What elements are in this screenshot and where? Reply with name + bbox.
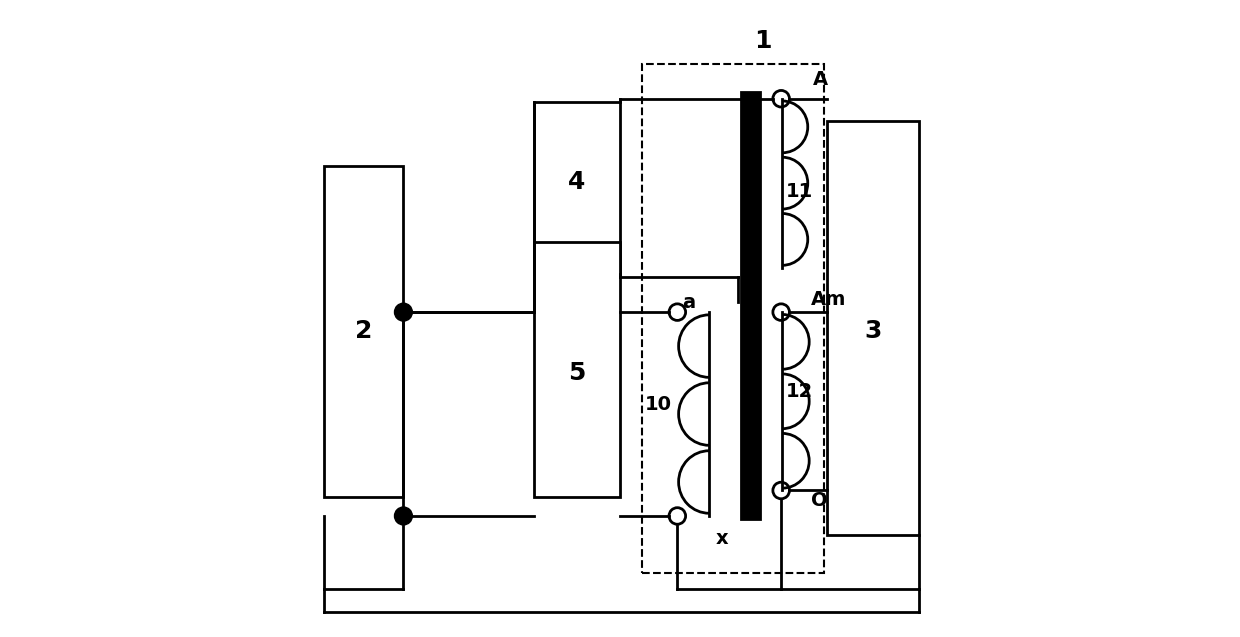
Bar	[324, 166, 403, 497]
Text: 1: 1	[755, 29, 773, 54]
Bar	[534, 242, 620, 497]
Text: 11: 11	[786, 182, 813, 201]
Text: a: a	[682, 293, 696, 312]
Text: 4: 4	[568, 169, 585, 194]
Text: x: x	[715, 529, 728, 548]
Bar	[742, 92, 760, 519]
Text: A: A	[813, 70, 828, 89]
Text: 2: 2	[355, 319, 372, 343]
Bar	[827, 121, 919, 535]
Text: 12: 12	[786, 382, 813, 401]
Bar	[642, 64, 823, 573]
Text: O: O	[811, 490, 828, 510]
Circle shape	[394, 303, 413, 321]
Bar	[534, 102, 620, 274]
Text: 10: 10	[645, 395, 672, 414]
Text: 5: 5	[568, 361, 585, 385]
Text: Am: Am	[811, 290, 847, 309]
Text: 3: 3	[864, 319, 882, 343]
Circle shape	[394, 507, 413, 525]
